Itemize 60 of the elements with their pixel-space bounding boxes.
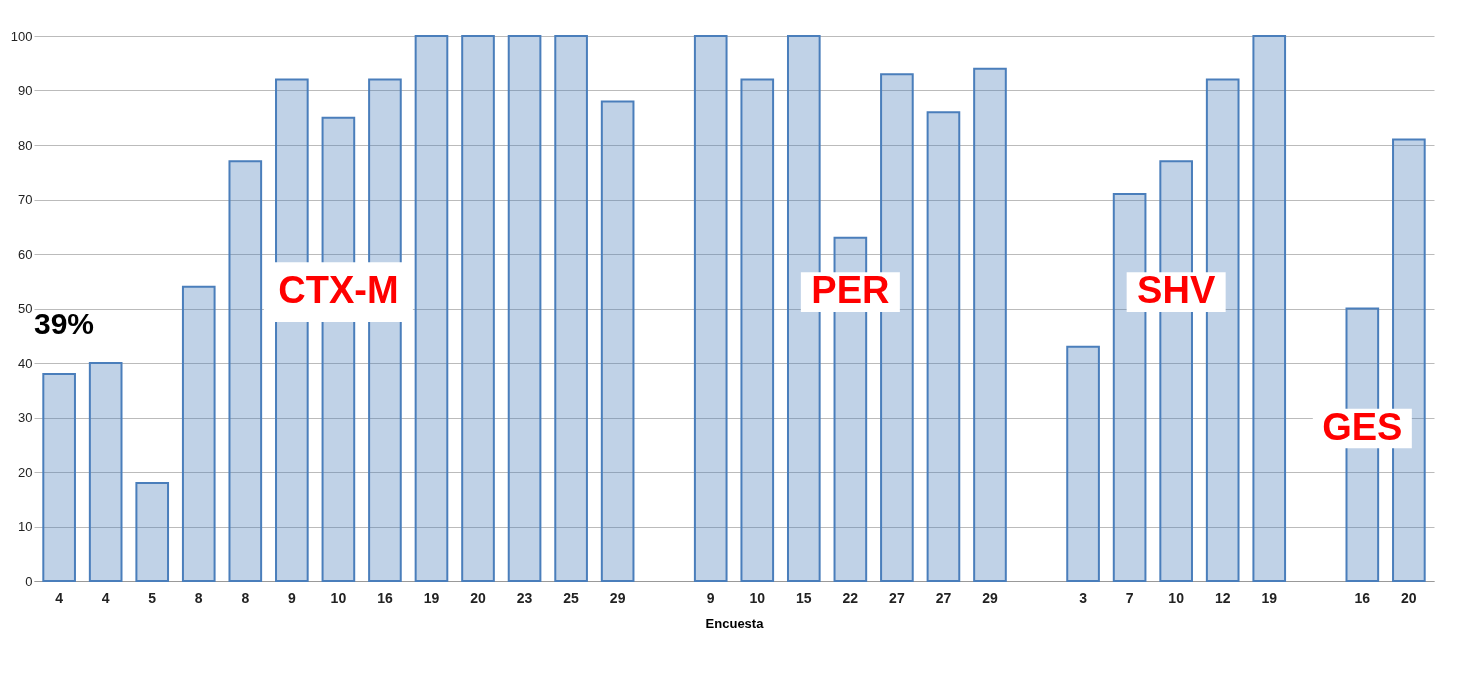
x-tick-label: 25 <box>563 589 580 606</box>
x-tick-label: 5 <box>148 589 157 606</box>
x-tick-label: 29 <box>982 589 998 606</box>
bar <box>414 35 449 582</box>
bar <box>600 100 635 582</box>
annotation: 39% <box>34 306 95 340</box>
series-label: CTX-M <box>278 269 399 312</box>
x-tick-label: 22 <box>842 589 859 606</box>
y-tick-label: 30 <box>18 410 33 425</box>
x-tick-label: 10 <box>749 589 766 606</box>
y-tick-label: 70 <box>18 192 33 207</box>
x-tick-label: 16 <box>377 589 393 606</box>
series-label: PER <box>811 269 890 312</box>
bar <box>1066 345 1100 582</box>
bar <box>693 35 728 582</box>
bar <box>554 35 588 582</box>
x-tick-label: 20 <box>470 589 487 606</box>
x-tick-label: 19 <box>1261 589 1278 606</box>
x-tick-label: 29 <box>609 589 626 606</box>
bar <box>507 35 542 582</box>
y-tick-label: 20 <box>18 464 33 480</box>
bar <box>228 160 263 582</box>
x-tick-label: 27 <box>935 589 952 606</box>
y-tick-label: 50 <box>18 301 33 316</box>
y-tick-label: 90 <box>18 83 33 98</box>
x-tick-label: 8 <box>241 589 250 606</box>
series-label: SHV <box>1137 269 1216 312</box>
x-tick-label: 15 <box>796 589 812 606</box>
y-tick-label: 10 <box>18 519 33 534</box>
bar <box>926 111 961 582</box>
x-tick-label: 7 <box>1125 589 1134 606</box>
x-tick-label: 8 <box>194 589 203 606</box>
x-tick-label: 19 <box>423 589 440 606</box>
x-tick-label: 4 <box>101 589 110 606</box>
series-label: GES <box>1322 405 1403 448</box>
x-tick-label: 23 <box>516 589 533 606</box>
bar <box>461 35 495 582</box>
y-tick-label: 0 <box>25 573 33 589</box>
x-tick-label: 3 <box>1079 589 1088 606</box>
bar <box>181 285 216 582</box>
bar <box>1252 35 1287 582</box>
x-axis-title: Encuesta <box>705 615 765 631</box>
x-tick-label: 9 <box>706 589 715 606</box>
y-tick-label: 100 <box>10 28 33 44</box>
y-tick-label: 60 <box>18 246 33 262</box>
bar <box>740 78 775 582</box>
bar <box>88 362 123 582</box>
x-tick-label: 27 <box>889 589 905 606</box>
x-tick-label: 10 <box>1168 589 1185 606</box>
bar <box>973 67 1007 582</box>
x-tick-label: 10 <box>330 589 347 606</box>
bar <box>42 372 76 582</box>
y-tick-label: 80 <box>18 137 33 153</box>
x-tick-label: 16 <box>1354 589 1371 606</box>
y-tick-label: 40 <box>18 355 33 371</box>
x-tick-label: 4 <box>55 589 64 606</box>
x-tick-label: 12 <box>1214 589 1231 606</box>
x-tick-label: 20 <box>1401 589 1417 606</box>
x-tick-label: 9 <box>287 589 296 606</box>
bar <box>135 481 170 582</box>
